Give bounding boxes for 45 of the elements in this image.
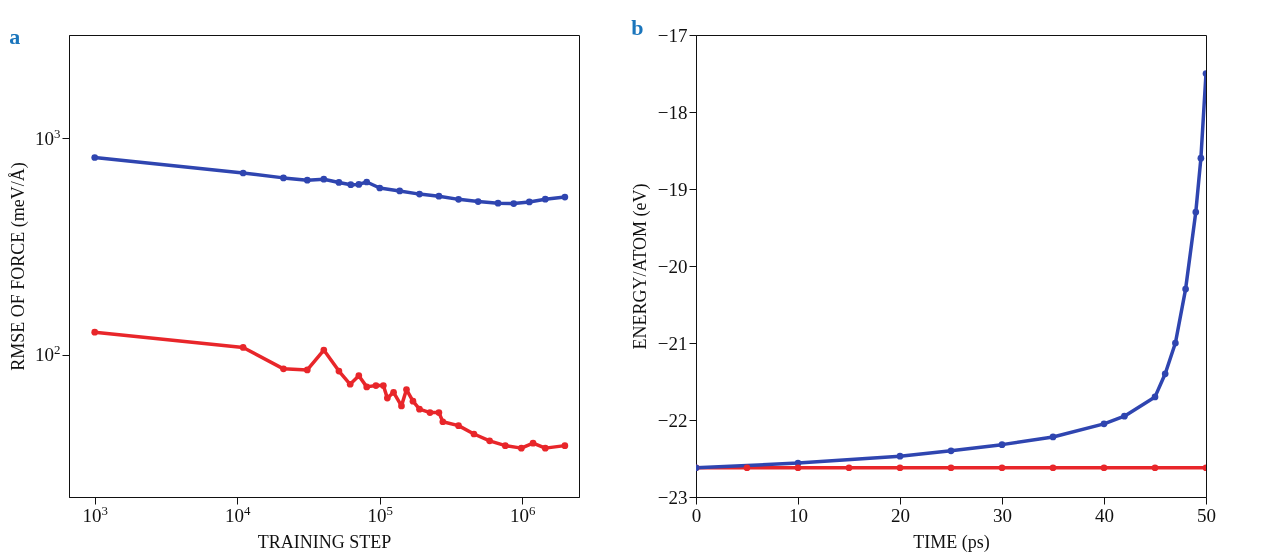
x-tick-label: 10$^{3}$ — [82, 503, 108, 526]
x-tick-label: 20 — [891, 504, 910, 526]
y-tick-label: −20 — [657, 255, 688, 277]
x-axis-title: TIME (ps) — [913, 531, 990, 553]
point — [947, 464, 955, 472]
y-tick-label: 10$^{2}$ — [35, 343, 61, 366]
point — [998, 464, 1006, 472]
x-tick-label: 30 — [993, 504, 1012, 526]
y-tick-label: −18 — [657, 101, 688, 123]
point — [1161, 370, 1169, 378]
point — [1197, 154, 1205, 162]
point — [1121, 412, 1128, 420]
chart-title: b — [631, 15, 644, 40]
x-tick-label: 10 — [789, 504, 808, 526]
point — [743, 464, 751, 472]
point — [947, 447, 955, 455]
point — [896, 464, 904, 472]
y-tick-label: −23 — [657, 486, 688, 508]
x-axis-title: TRAINING STEP — [257, 531, 392, 552]
point — [1049, 464, 1057, 472]
point — [794, 464, 802, 472]
point — [845, 464, 853, 472]
x-tick-label: 40 — [1095, 504, 1114, 526]
x-tick-label: 10$^{6}$ — [510, 503, 537, 526]
y-axis-title: RMSE OF FORCE (meV/Å) — [7, 162, 29, 371]
point — [1100, 464, 1108, 472]
point — [1192, 208, 1200, 216]
point — [1182, 285, 1189, 293]
x-tick-label: 10$^{5}$ — [367, 503, 393, 526]
y-axis-title: ENERGY/ATOM (eV) — [629, 183, 651, 350]
point — [1049, 433, 1057, 441]
point — [896, 452, 904, 460]
x-tick-label: 10$^{4}$ — [225, 503, 252, 526]
point — [1100, 420, 1108, 428]
y-tick-label: −19 — [657, 178, 688, 200]
y-tick-label: −22 — [657, 409, 688, 431]
x-tick-label: 50 — [1197, 504, 1216, 526]
point — [1151, 393, 1159, 401]
point — [1172, 339, 1179, 347]
x-tick-label: 0 — [691, 504, 702, 526]
y-tick-label: −17 — [657, 24, 688, 46]
point — [1151, 464, 1159, 472]
point — [998, 441, 1006, 448]
chart-title: a — [9, 24, 21, 49]
y-tick-label: −21 — [657, 332, 688, 354]
